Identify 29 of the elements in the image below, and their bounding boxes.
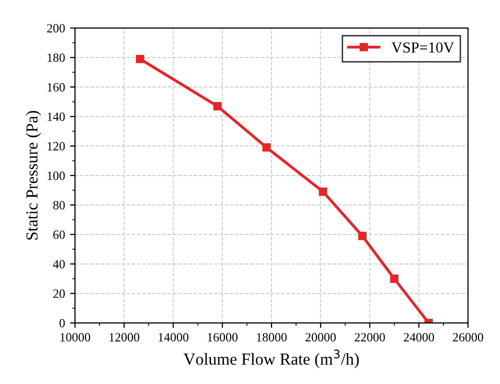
y-axis-title: Static Pressure (Pa) (26, 110, 41, 240)
point (262, 143, 271, 152)
point (318, 188, 328, 196)
x-tick-label: 12000 (110, 333, 140, 342)
x-tick-label: 26000 (452, 333, 484, 342)
x-tick-label: 22000 (354, 333, 385, 342)
point (358, 232, 367, 240)
y-tick-label: 140 (48, 112, 65, 121)
legend-label: VSP=10V (391, 42, 454, 53)
x-tick-label: 18000 (256, 333, 287, 342)
y-tick-label: 200 (47, 24, 65, 32)
y-tick-label: 80 (53, 201, 65, 210)
y-tick-label: 40 (53, 260, 65, 268)
point (390, 274, 398, 283)
y-tick-label: 180 (48, 54, 65, 62)
y-tick-label: 100 (48, 172, 65, 180)
x-tick-label: 14000 (158, 333, 188, 342)
y-tick-label: 60 (53, 230, 65, 239)
y-tick-label: 0 (60, 318, 65, 328)
x-tick-label: 24000 (404, 333, 434, 342)
x-axis-title: Volume Flow Rate (m$^{3}$/h) (184, 350, 359, 368)
x-tick-label: 16000 (208, 333, 238, 342)
x-tick-label: 10000 (60, 333, 90, 342)
point (136, 54, 144, 64)
y-tick-label: 20 (53, 289, 65, 298)
x-tick-label: 20000 (306, 333, 336, 342)
y-tick-label: 160 (48, 83, 65, 92)
point (213, 102, 222, 110)
y-tick-label: 120 (48, 142, 65, 150)
